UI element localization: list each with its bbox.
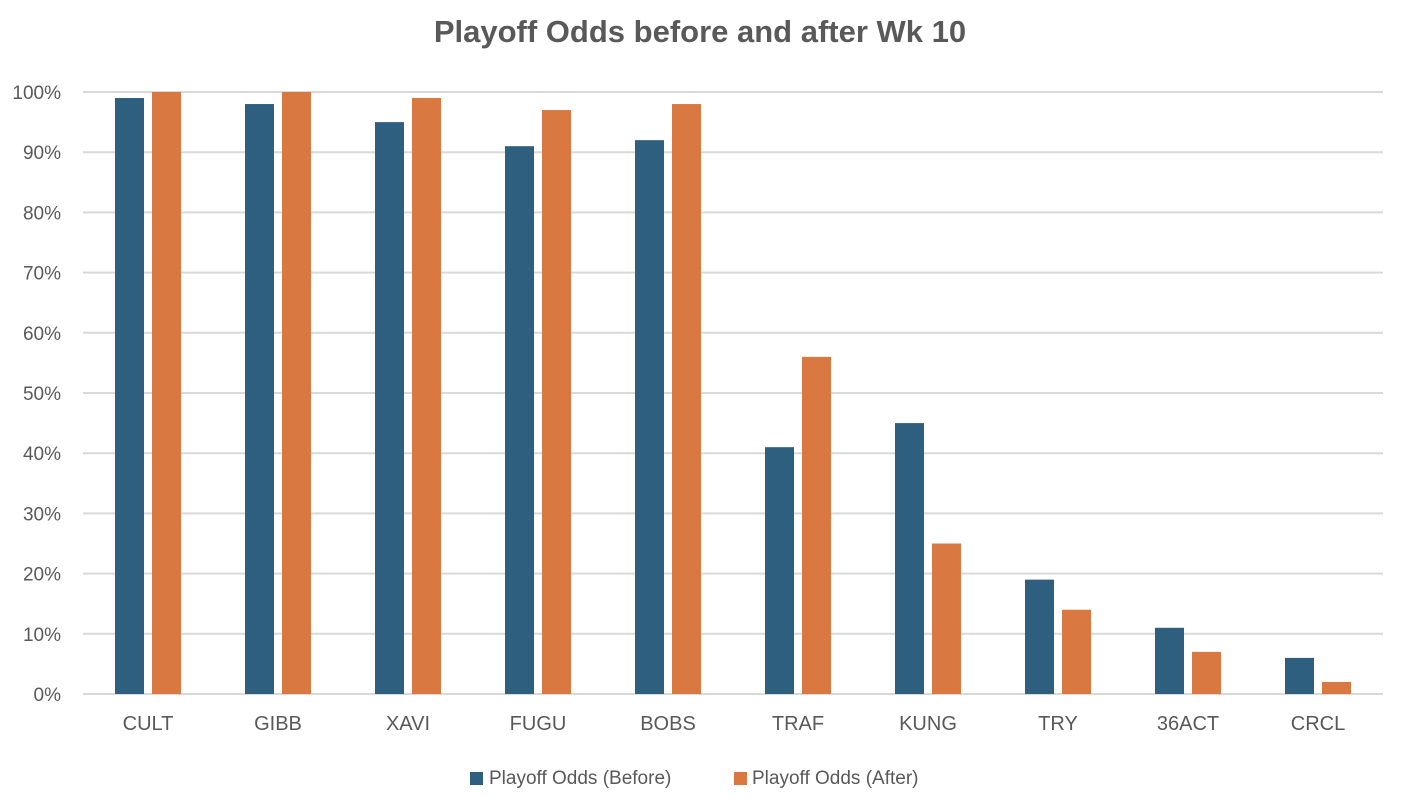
legend-swatch xyxy=(470,772,483,785)
y-tick-label: 70% xyxy=(23,264,61,285)
bar-fugu-before xyxy=(505,146,534,694)
bar-xavi-before xyxy=(375,122,404,695)
gridlines xyxy=(83,91,1383,695)
bar-kung-before xyxy=(895,423,924,694)
x-tick-label: KUNG xyxy=(899,713,957,735)
bar-crcl-after xyxy=(1322,681,1351,694)
bar-xavi-after xyxy=(412,98,441,694)
y-axis-tick-labels: 0% 10% 20% 30% 40% 50% 60% 70% 80% 90% 100% xyxy=(12,83,61,706)
y-tick-label: 100% xyxy=(12,83,61,104)
y-tick-label: 20% xyxy=(23,565,61,586)
x-tick-label: TRY xyxy=(1038,713,1078,735)
bar-bobs-before xyxy=(635,140,664,694)
x-tick-label: XAVI xyxy=(386,713,430,735)
bar-gibb-after xyxy=(282,92,311,694)
x-tick-label: CULT xyxy=(123,713,174,735)
bar-traf-before xyxy=(765,447,794,694)
y-tick-label: 0% xyxy=(34,685,62,706)
bar-36act-before xyxy=(1155,627,1184,694)
legend-label: Playoff Odds (Before) xyxy=(489,768,671,789)
legend-swatch xyxy=(734,772,747,785)
bar-fugu-after xyxy=(542,110,571,694)
x-tick-label: BOBS xyxy=(640,713,696,735)
bars xyxy=(115,92,1351,695)
x-tick-label: TRAF xyxy=(772,713,824,735)
legend: Playoff Odds (Before) Playoff Odds (After… xyxy=(470,768,919,789)
bar-traf-after xyxy=(802,356,831,694)
chart-title: Playoff Odds before and after Wk 10 xyxy=(433,14,967,49)
y-tick-label: 50% xyxy=(23,384,61,405)
y-tick-label: 10% xyxy=(23,625,61,646)
x-axis-tick-labels: CULT GIBB XAVI FUGU BOBS TRAF KUNG TRY 36ACT CRCL xyxy=(123,713,1346,735)
y-tick-label: 60% xyxy=(23,324,61,345)
bar-try-after xyxy=(1062,609,1091,694)
x-tick-label: FUGU xyxy=(510,713,567,735)
x-tick-label: 36ACT xyxy=(1157,713,1219,735)
bar-gibb-before xyxy=(245,104,274,695)
y-tick-label: 30% xyxy=(23,504,61,525)
bar-kung-after xyxy=(932,543,961,694)
legend-label: Playoff Odds (After) xyxy=(752,768,919,789)
bar-36act-after xyxy=(1192,651,1221,694)
bar-crcl-before xyxy=(1285,657,1314,694)
bar-try-before xyxy=(1025,579,1054,694)
bar-cult-before xyxy=(115,98,144,694)
x-tick-label: CRCL xyxy=(1291,713,1345,735)
x-tick-label: GIBB xyxy=(254,713,302,735)
y-tick-label: 80% xyxy=(23,203,61,224)
bar-bobs-after xyxy=(672,104,701,695)
y-tick-label: 40% xyxy=(23,444,61,465)
bar-cult-after xyxy=(152,92,181,694)
y-tick-label: 90% xyxy=(23,143,61,164)
